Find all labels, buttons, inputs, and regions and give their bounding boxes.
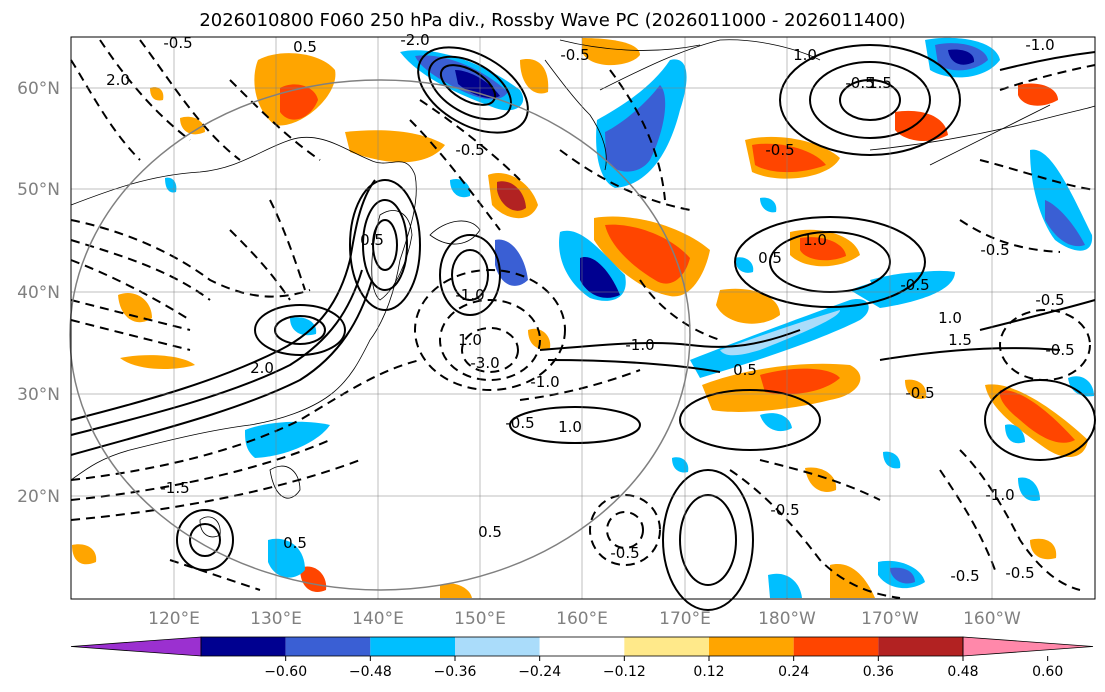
colorbar-tick-label: −0.12 xyxy=(603,664,646,680)
contour-label: -1.0 xyxy=(625,336,654,354)
colorbar-swatch xyxy=(285,637,371,656)
colorbar-over-arrow xyxy=(962,636,1094,657)
lon-label: 170°W xyxy=(861,609,919,629)
contour-label: -0.5 xyxy=(980,241,1009,259)
contour-label: -0.5 xyxy=(765,141,794,159)
contour-label: -0.5 xyxy=(560,46,589,64)
contour-label: 1.0 xyxy=(558,418,582,436)
contour-label: -1.0 xyxy=(530,373,559,391)
contour-label: -0.5 xyxy=(770,501,799,519)
colorbar-tick-label: 0.12 xyxy=(693,664,724,680)
colorbar-outline xyxy=(200,636,964,657)
graticule xyxy=(71,37,1095,599)
colorbar-swatch xyxy=(201,637,286,656)
contour-label: 0.5 xyxy=(758,249,782,267)
lon-label: 120°E xyxy=(148,609,200,629)
contour-label: -0.5 xyxy=(610,544,639,562)
contour-label: -1.0 xyxy=(455,286,484,304)
colorbar-under-arrow xyxy=(70,636,202,657)
colorbar-swatch xyxy=(539,637,625,656)
colorbar-tick-label: 0.36 xyxy=(863,664,894,680)
contour-label: 1.0 xyxy=(803,231,827,249)
colorbar-swatch xyxy=(624,637,709,656)
contour-label: -0.5 xyxy=(163,34,192,52)
colorbar-tick-label: −0.36 xyxy=(434,664,477,680)
contour-label: -0.5 xyxy=(1045,341,1074,359)
contour-label: -0.5 xyxy=(1035,291,1064,309)
projection-ellipse xyxy=(69,79,691,591)
contour-labels: 0.52.0-0.5 -2.00.5-1.01.5-0.51.0-0.5-1.00… xyxy=(106,31,1075,585)
contour-label: 1.0 xyxy=(458,331,482,349)
contour-label: 1.5 xyxy=(868,74,892,92)
lon-label: 160°E xyxy=(556,609,608,629)
lat-label: 60°N xyxy=(17,79,60,99)
contour-label: 0.5 xyxy=(733,361,757,379)
contour-label: 1.5 xyxy=(948,331,972,349)
contour-label: -0.5 xyxy=(455,141,484,159)
contour-label: 2.0 xyxy=(106,71,130,89)
colorbar-swatch xyxy=(370,637,455,656)
negative-contours xyxy=(70,39,1096,599)
contour-label: 1.0 xyxy=(793,46,817,64)
lat-label: 50°N xyxy=(17,180,60,200)
colorbar-swatch xyxy=(709,637,794,656)
contour-label: -0.5 xyxy=(845,74,874,92)
colorbar-swatch xyxy=(793,637,879,656)
contour-label: -0.5 xyxy=(905,384,934,402)
lon-label: 180°W xyxy=(758,609,816,629)
contour-label: -1.0 xyxy=(1025,36,1054,54)
contour-label: -2.0 xyxy=(400,31,429,49)
contour-label: -0.5 xyxy=(1005,564,1034,582)
colorbar-tick-label: 0.24 xyxy=(778,664,809,680)
contour-label: 1.0 xyxy=(938,309,962,327)
lat-label: 30°N xyxy=(17,385,60,405)
map-frame xyxy=(70,36,1096,600)
contour-label: 0.5 xyxy=(360,231,384,249)
colorbar-tick-label: −0.60 xyxy=(264,664,307,680)
contour-label: 0.5 xyxy=(293,38,317,56)
contour-label: -0.5 xyxy=(950,567,979,585)
contour-label: -0.5 xyxy=(900,276,929,294)
contour-label: 2.0 xyxy=(250,359,274,377)
chart-title: 2026010800 F060 250 hPa div., Rossby Wav… xyxy=(199,10,906,31)
contour-label: -1.5 xyxy=(160,479,189,497)
lon-label: 140°E xyxy=(352,609,404,629)
contour-label: -1.0 xyxy=(985,486,1014,504)
latitude-labels: 60°N 50°N 40°N 30°N 20°N xyxy=(17,79,60,507)
colorbar-swatch xyxy=(455,637,540,656)
colorbar: −0.60 −0.48 −0.36 −0.24 −0.12 0.12 0.24 0.36 0.4… xyxy=(70,636,1094,680)
lat-label: 40°N xyxy=(17,283,60,303)
longitude-labels: 120°E 130°E 140°E 150°E 160°E 170°E 180°W 170°W… xyxy=(148,609,1021,629)
contour-label: -0.5 xyxy=(505,414,534,432)
lon-label: 130°E xyxy=(250,609,302,629)
colorbar-swatch xyxy=(878,637,963,656)
lon-label: 170°E xyxy=(659,609,711,629)
colorbar-tick-label: 0.48 xyxy=(947,664,978,680)
lon-label: 150°E xyxy=(454,609,506,629)
contour-label: 0.5 xyxy=(283,534,307,552)
colorbar-tick-label: −0.24 xyxy=(518,664,561,680)
contour-label: 0.5 xyxy=(478,523,502,541)
colorbar-tick-label: 0.60 xyxy=(1032,664,1063,680)
lon-label: 160°W xyxy=(963,609,1021,629)
colorbar-tick-label: −0.48 xyxy=(349,664,392,680)
lat-label: 20°N xyxy=(17,487,60,507)
contour-label: -3.0 xyxy=(470,354,499,372)
